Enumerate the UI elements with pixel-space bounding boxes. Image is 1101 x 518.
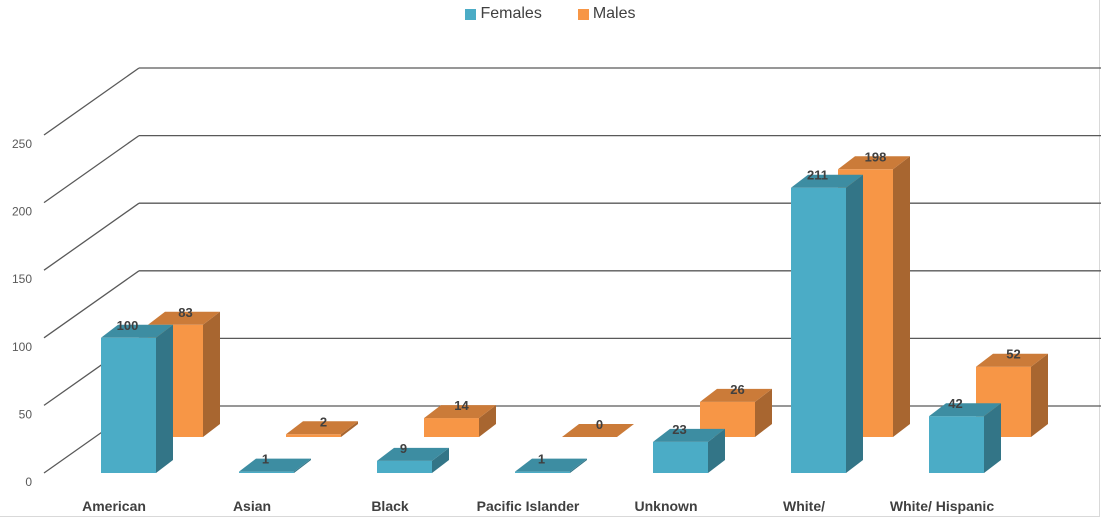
bar-front-females-0 bbox=[101, 337, 156, 473]
gridline-side-250 bbox=[43, 67, 140, 136]
legend-label-females: Females bbox=[480, 5, 542, 22]
gridline-side-200 bbox=[43, 135, 140, 204]
legend-swatch-females bbox=[465, 8, 477, 20]
y-tick-label-250: 250 bbox=[12, 137, 32, 151]
x-category-label-0: American bbox=[82, 498, 146, 514]
x-category-label-5: White/ bbox=[783, 498, 825, 514]
x-category-label-2: Black bbox=[371, 498, 409, 514]
bar-side-females-2 bbox=[432, 447, 449, 473]
bar-side-males-5 bbox=[893, 156, 910, 437]
data-label-females-0: 100 bbox=[117, 318, 139, 333]
bar-side-females-0 bbox=[156, 324, 173, 473]
data-label-females-2: 9 bbox=[400, 441, 407, 456]
bar-top-females-1 bbox=[239, 458, 311, 472]
legend-item-females: Females bbox=[465, 4, 542, 24]
bar-top-males-6 bbox=[976, 353, 1048, 367]
bar-front-males-2 bbox=[424, 418, 479, 437]
gridline-side-150 bbox=[43, 202, 140, 271]
x-category-label-1: Asian bbox=[233, 498, 271, 514]
bar-front-males-1 bbox=[286, 434, 341, 437]
x-category-label-4: Unknown bbox=[635, 498, 698, 514]
bar-side-females-3 bbox=[570, 458, 587, 473]
bar-side-males-4 bbox=[755, 388, 772, 437]
bar-top-males-0 bbox=[148, 311, 220, 325]
bar-top-males-5 bbox=[838, 156, 910, 170]
y-tick-label-100: 100 bbox=[12, 340, 32, 354]
data-label-females-6: 42 bbox=[948, 396, 962, 411]
legend-item-males: Males bbox=[577, 4, 636, 24]
data-label-males-2: 14 bbox=[454, 398, 469, 413]
bar-side-males-2 bbox=[479, 405, 496, 437]
legend-label-males: Males bbox=[592, 5, 636, 22]
data-label-females-3: 1 bbox=[538, 452, 545, 467]
legend-swatch-males bbox=[577, 8, 589, 20]
bar-front-females-1 bbox=[239, 471, 294, 473]
bar-side-females-4 bbox=[708, 428, 725, 473]
data-label-females-1: 1 bbox=[262, 452, 269, 467]
bar-side-males-1 bbox=[341, 421, 358, 437]
bar-front-females-2 bbox=[377, 460, 432, 473]
data-label-males-1: 2 bbox=[320, 414, 327, 429]
legend: Females Males bbox=[0, 4, 1101, 24]
bar-side-females-5 bbox=[846, 174, 863, 473]
x-category-label-6: White/ Hispanic bbox=[890, 498, 994, 514]
bar-top-males-1 bbox=[286, 421, 358, 435]
bar-side-females-6 bbox=[984, 403, 1001, 473]
bar-top-females-6 bbox=[929, 403, 1001, 417]
bar-top-males-2 bbox=[424, 405, 496, 419]
x-category-label-3: Pacific Islander bbox=[477, 498, 580, 514]
y-tick-label-200: 200 bbox=[12, 205, 32, 219]
gridline-side-100 bbox=[43, 270, 140, 339]
y-tick-label-50: 50 bbox=[19, 407, 33, 421]
bar-side-males-6 bbox=[1031, 353, 1048, 437]
bar-side-males-0 bbox=[203, 311, 220, 437]
y-tick-label-150: 150 bbox=[12, 272, 32, 286]
data-label-males-0: 83 bbox=[178, 305, 192, 320]
bar-front-females-6 bbox=[929, 416, 984, 473]
data-label-males-5: 198 bbox=[865, 149, 887, 164]
bar-top-females-0 bbox=[101, 324, 173, 338]
bar-side-females-1 bbox=[294, 458, 311, 473]
bar-top-females-5 bbox=[791, 174, 863, 188]
data-label-females-4: 23 bbox=[672, 422, 686, 437]
bar-top-females-4 bbox=[653, 428, 725, 442]
bar-top-females-3 bbox=[515, 458, 587, 472]
bar-top-females-2 bbox=[377, 447, 449, 461]
bar-front-females-5 bbox=[791, 187, 846, 473]
bar-front-females-4 bbox=[653, 441, 708, 473]
data-label-males-4: 26 bbox=[730, 382, 744, 397]
data-label-males-3: 0 bbox=[596, 417, 603, 432]
data-label-females-5: 211 bbox=[807, 168, 828, 183]
bar-front-females-3 bbox=[515, 471, 570, 473]
bar-top-males-4 bbox=[700, 388, 772, 402]
bar-top-males-3 bbox=[562, 424, 634, 437]
y-tick-label-0: 0 bbox=[25, 475, 32, 489]
data-label-males-6: 52 bbox=[1006, 347, 1020, 362]
